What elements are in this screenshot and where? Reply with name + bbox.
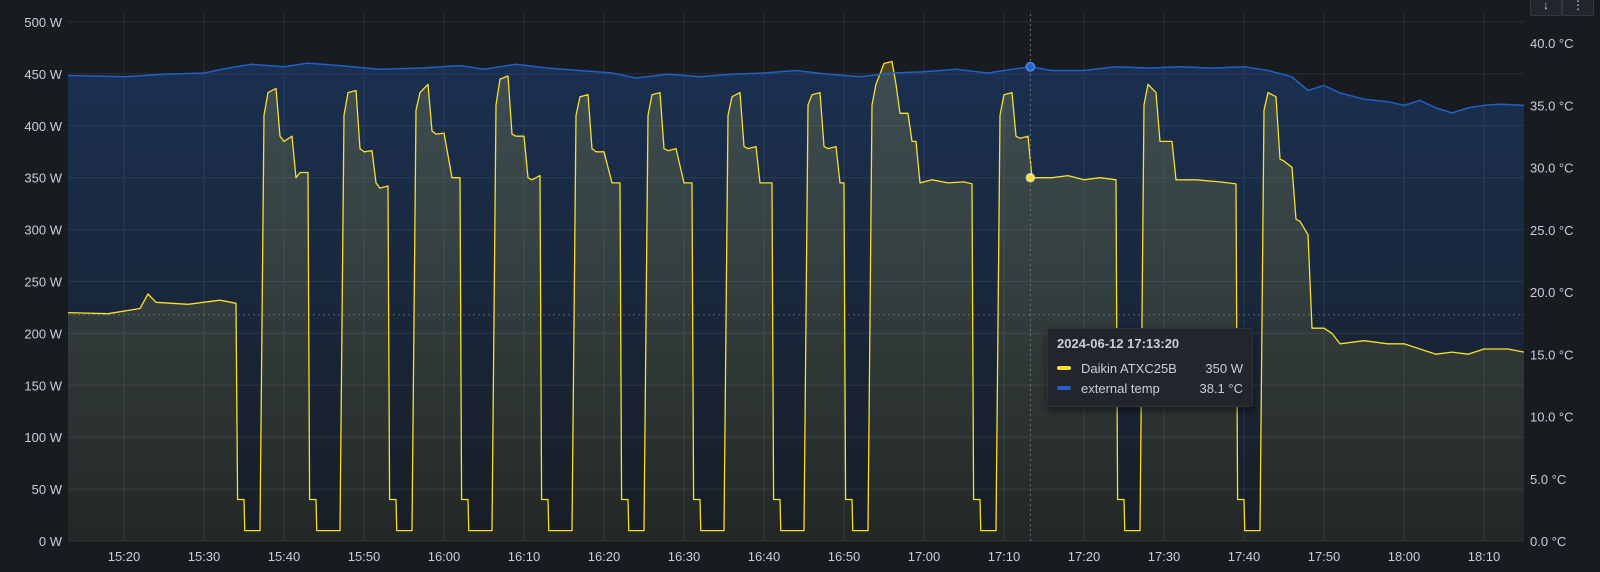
y-left-tick-label: 200 W — [24, 326, 62, 341]
daikin-line — [67, 60, 1525, 532]
x-tick-label: 16:30 — [668, 549, 701, 564]
x-tick-label: 15:20 — [108, 549, 141, 564]
x-tick-label: 17:00 — [908, 549, 941, 564]
tooltip-swatch-daikin — [1057, 366, 1071, 370]
y-left-tick-label: 500 W — [24, 15, 62, 30]
x-tick-label: 17:30 — [1148, 549, 1181, 564]
y-right-tick-label: 20.0 °C — [1530, 285, 1574, 300]
x-tick-label: 16:50 — [828, 549, 861, 564]
x-tick-label: 17:50 — [1308, 549, 1341, 564]
x-tick-label: 16:20 — [588, 549, 621, 564]
y-left-tick-label: 100 W — [24, 430, 62, 445]
axes: 0 W 50 W 100 W 150 W 200 W 250 W 300 W 350 W 400… — [24, 15, 1573, 564]
tooltip-series-name: external temp — [1081, 380, 1160, 396]
tooltip-row-temp: external temp 38.1 °C — [1057, 378, 1243, 398]
tooltip-row-daikin: Daikin ATXC25B 350 W — [1057, 358, 1243, 378]
y-left-tick-label: 0 W — [39, 534, 63, 549]
hover-point-daikin — [1025, 172, 1036, 183]
y-left-tick-label: 300 W — [24, 223, 62, 238]
y-right-tick-label: 30.0 °C — [1530, 161, 1574, 176]
hover-tooltip: 2024-06-12 17:13:20 Daikin ATXC25B 350 W… — [1047, 328, 1253, 407]
x-tick-label: 17:10 — [988, 549, 1021, 564]
x-tick-label: 15:50 — [348, 549, 381, 564]
hover-crosshair — [1025, 14, 1036, 541]
temp-area — [68, 63, 1524, 541]
x-tick-label: 15:30 — [188, 549, 221, 564]
y-right-tick-label: 35.0 °C — [1530, 98, 1574, 113]
x-tick-label: 18:10 — [1468, 549, 1501, 564]
tooltip-time: 2024-06-12 17:13:20 — [1057, 336, 1180, 351]
x-tick-label: 18:00 — [1388, 549, 1421, 564]
y-left-tick-label: 350 W — [24, 171, 62, 186]
y-left-tick-label: 400 W — [24, 119, 62, 134]
y-right-tick-label: 40.0 °C — [1530, 36, 1574, 51]
x-tick-label: 17:20 — [1068, 549, 1101, 564]
y-right-tick-label: 5.0 °C — [1530, 472, 1566, 487]
y-right-tick-label: 0.0 °C — [1530, 534, 1566, 549]
y-right-tick-label: 25.0 °C — [1530, 223, 1574, 238]
tooltip-series-value: 350 W — [1205, 360, 1243, 376]
y-left-tick-label: 150 W — [24, 378, 62, 393]
more-icon[interactable]: ⋮ — [1562, 0, 1594, 16]
tooltip-series-value: 38.1 °C — [1199, 380, 1243, 396]
hover-point-temp — [1025, 61, 1036, 72]
x-tick-label: 16:10 — [508, 549, 541, 564]
y-left-tick-label: 250 W — [24, 275, 62, 290]
arrow-down-icon[interactable]: ↓ — [1530, 0, 1562, 16]
tooltip-swatch-temp — [1057, 386, 1071, 390]
y-right-tick-label: 10.0 °C — [1530, 410, 1574, 425]
y-left-tick-label: 50 W — [32, 482, 63, 497]
y-right-tick-label: 15.0 °C — [1530, 347, 1574, 362]
x-tick-label: 15:40 — [268, 549, 301, 564]
x-tick-label: 17:40 — [1228, 549, 1261, 564]
series-areas — [68, 61, 1524, 542]
tooltip-series-name: Daikin ATXC25B — [1081, 360, 1177, 376]
x-tick-label: 16:00 — [428, 549, 461, 564]
y-left-tick-label: 450 W — [24, 67, 62, 82]
series-lines — [67, 60, 1525, 532]
x-tick-label: 16:40 — [748, 549, 781, 564]
temp-line — [67, 62, 1525, 114]
